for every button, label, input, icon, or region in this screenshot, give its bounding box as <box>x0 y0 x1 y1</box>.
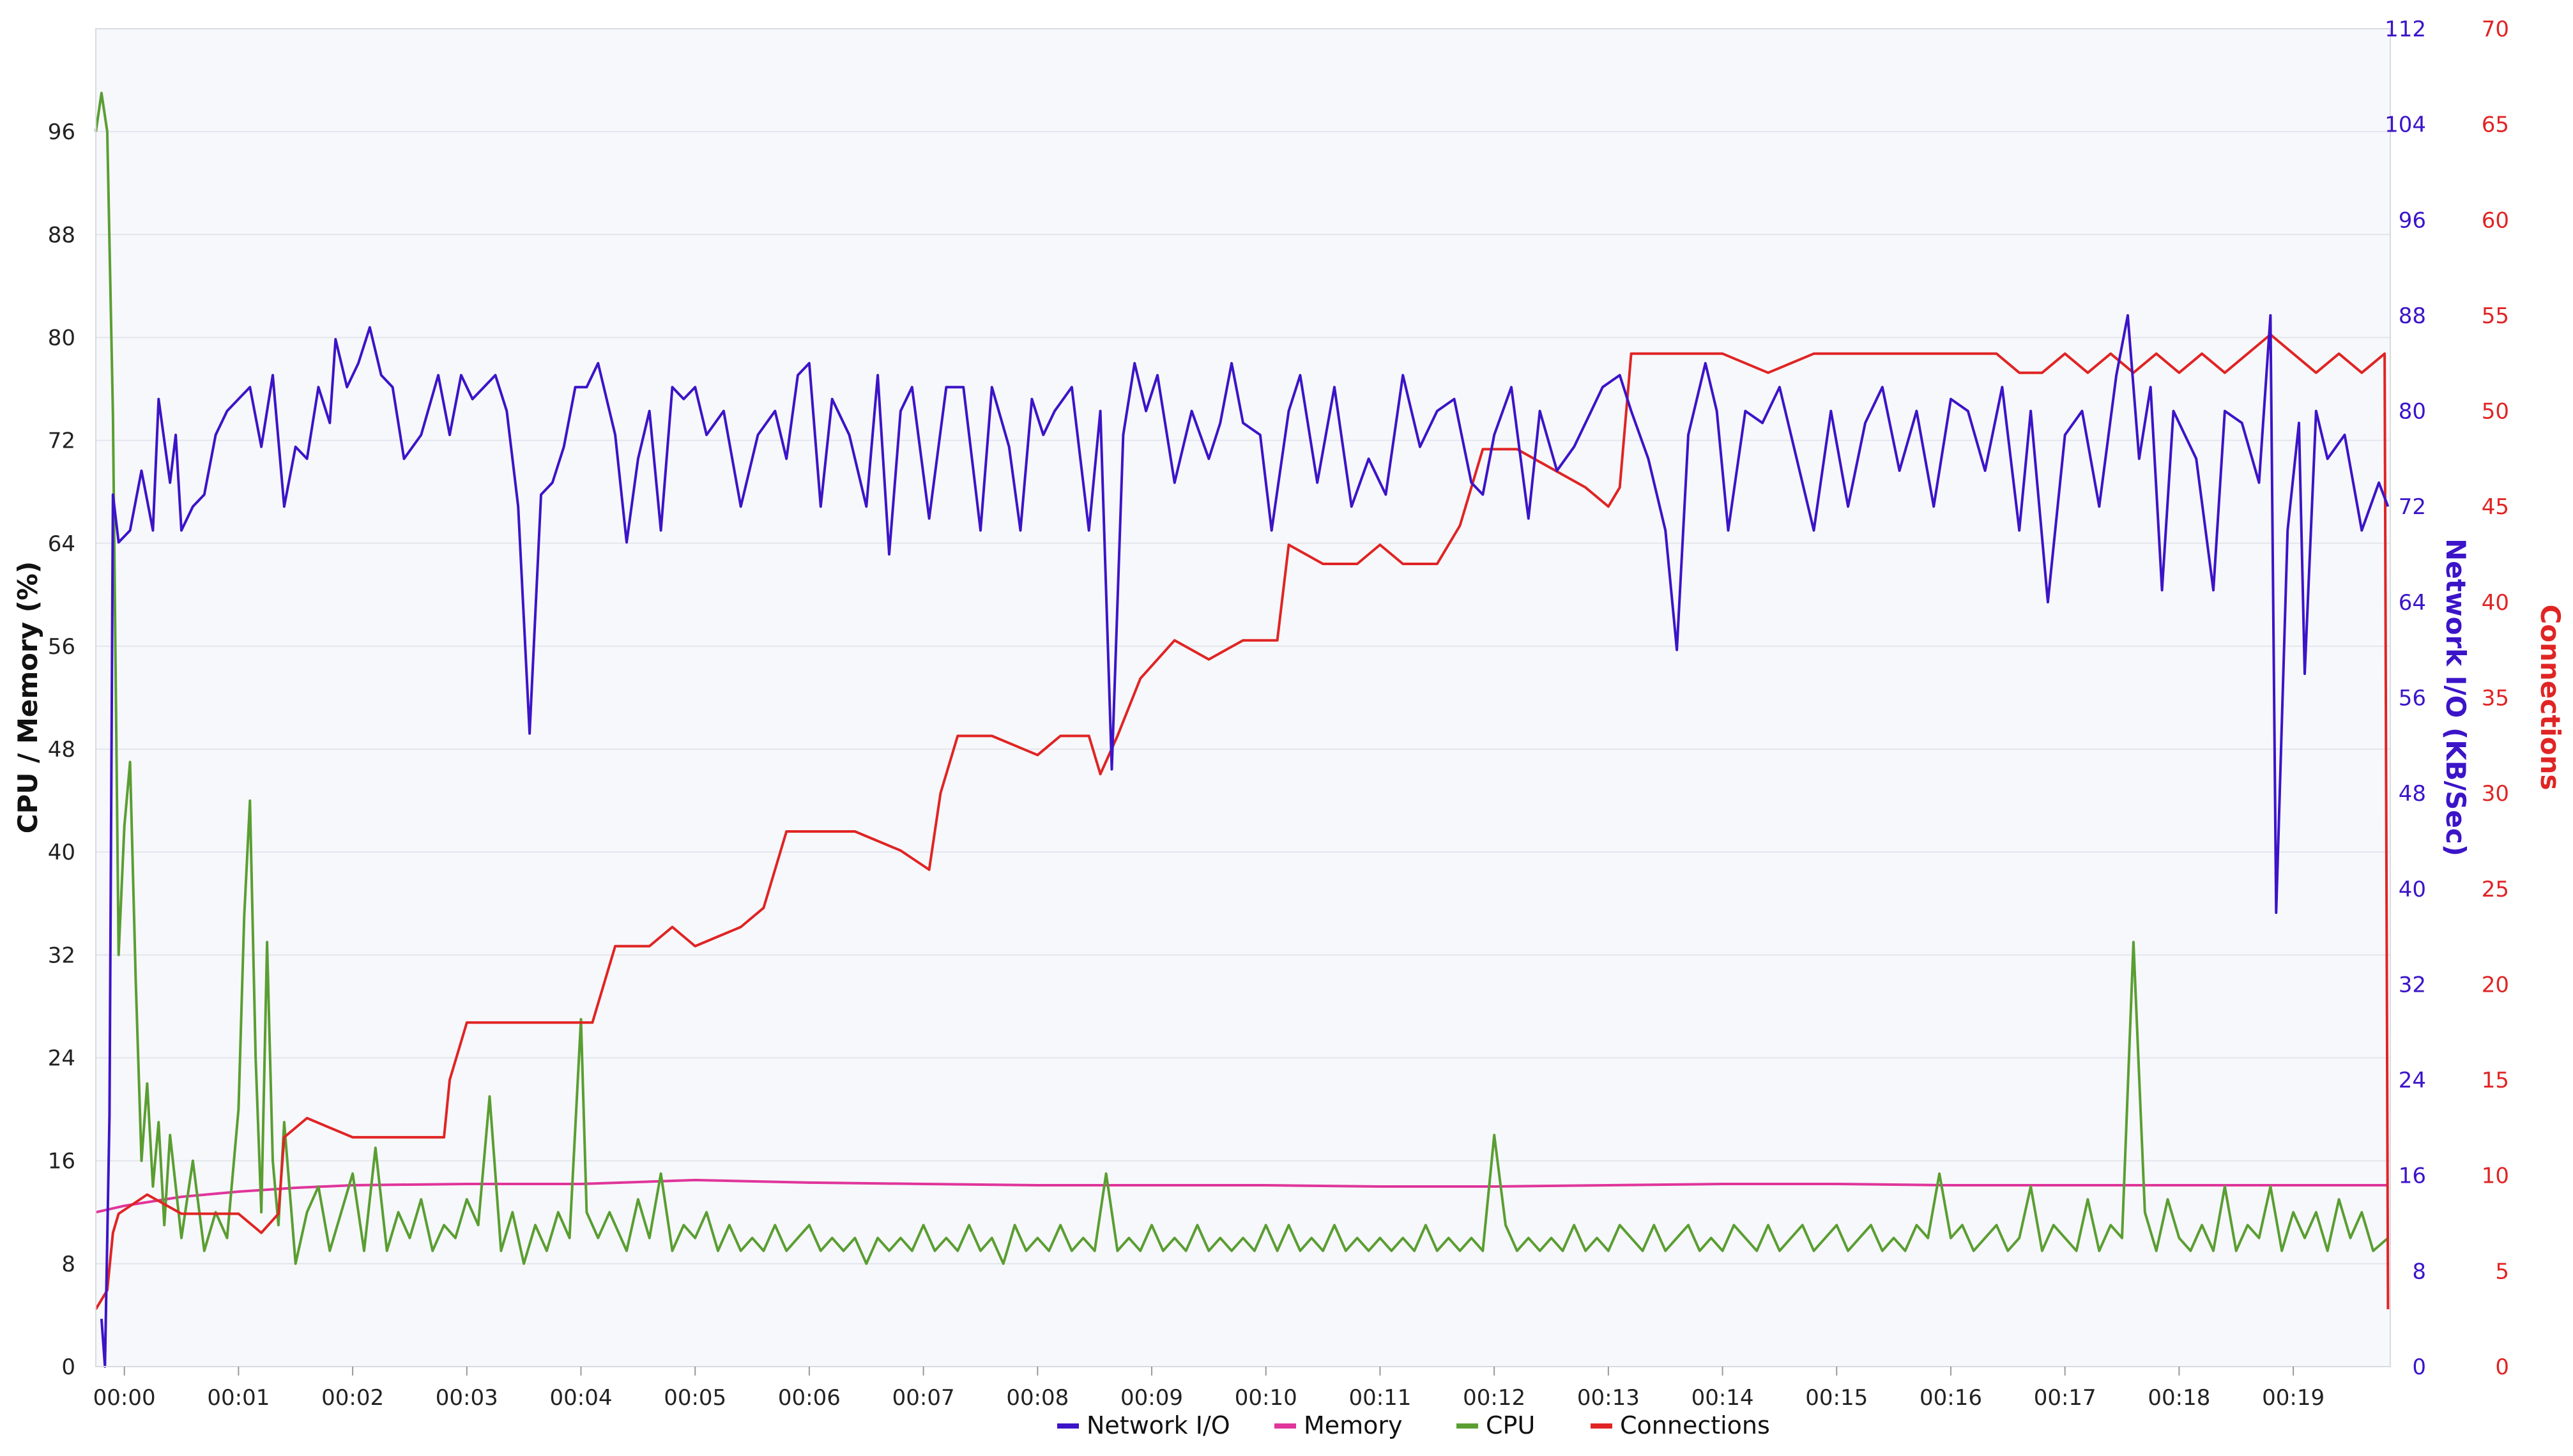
network-tick-label: 8 <box>2412 1259 2426 1284</box>
connections-tick-label: 0 <box>2495 1354 2509 1380</box>
plot-frame <box>95 28 2391 1367</box>
x-tick-label: 00:00 <box>93 1385 156 1411</box>
legend-label[interactable]: Memory <box>1304 1411 1403 1439</box>
x-tick-label: 00:17 <box>2034 1385 2096 1411</box>
left-axis-title: CPU / Memory (%) <box>12 561 43 833</box>
connections-tick-label: 65 <box>2482 112 2509 138</box>
network-tick-label: 112 <box>2385 17 2426 42</box>
left-tick-label: 8 <box>61 1252 75 1277</box>
left-tick-label: 88 <box>48 222 75 248</box>
x-tick-label: 00:13 <box>1577 1385 1640 1411</box>
left-tick-label: 56 <box>48 634 75 660</box>
left-tick-label: 32 <box>48 943 75 968</box>
x-axis-ticks: 00:00 00:01 00:02 00:03 00:04 00:05 00:06 00:07… <box>93 1367 2325 1411</box>
network-tick-label: 88 <box>2399 303 2426 329</box>
series-cpu <box>95 91 2389 1265</box>
left-tick-label: 16 <box>48 1149 75 1174</box>
network-tick-label: 96 <box>2399 208 2426 233</box>
x-tick-label: 00:18 <box>2148 1385 2210 1411</box>
connections-tick-label: 30 <box>2482 781 2509 807</box>
connections-tick-label: 10 <box>2482 1164 2509 1189</box>
network-axis-ticks: 0 8 16 24 32 40 48 56 64 72 80 88 96 104 112 <box>2385 17 2426 1380</box>
x-tick-label: 00:14 <box>1691 1385 1754 1411</box>
legend-label[interactable]: CPU <box>1486 1411 1535 1439</box>
connections-axis-ticks: 0 5 10 15 20 25 30 35 40 45 50 55 60 65 70 <box>2482 17 2509 1380</box>
x-tick-label: 00:06 <box>778 1385 841 1411</box>
left-tick-label: 40 <box>48 840 75 865</box>
connections-tick-label: 55 <box>2482 303 2509 329</box>
x-tick-label: 00:07 <box>892 1385 955 1411</box>
connections-tick-label: 15 <box>2482 1068 2509 1093</box>
connections-tick-label: 35 <box>2482 686 2509 711</box>
connections-axis-title: Connections <box>2535 604 2566 790</box>
legend-label[interactable]: Network I/O <box>1087 1411 1230 1439</box>
x-tick-label: 00:11 <box>1348 1385 1411 1411</box>
x-tick-label: 00:02 <box>321 1385 384 1411</box>
series-memory <box>95 1178 2388 1214</box>
legend: Network I/O Memory CPU Connections <box>1057 1411 1770 1439</box>
network-tick-label: 40 <box>2399 877 2426 902</box>
left-axis-ticks: 0 8 16 24 32 40 48 56 64 72 80 88 96 <box>48 119 75 1380</box>
left-tick-label: 0 <box>61 1354 75 1380</box>
x-tick-label: 00:01 <box>207 1385 270 1411</box>
x-tick-label: 00:16 <box>1920 1385 1982 1411</box>
left-tick-label: 96 <box>48 119 75 145</box>
network-tick-label: 48 <box>2399 781 2426 807</box>
left-tick-label: 24 <box>48 1046 75 1072</box>
series-connections <box>95 333 2390 1310</box>
legend-label[interactable]: Connections <box>1620 1411 1770 1439</box>
x-tick-label: 00:05 <box>664 1385 726 1411</box>
left-tick-label: 64 <box>48 531 75 557</box>
plot-background <box>96 29 2390 1367</box>
left-tick-label: 72 <box>48 428 75 454</box>
x-tick-label: 00:03 <box>436 1385 498 1411</box>
connections-tick-label: 5 <box>2495 1259 2509 1284</box>
connections-tick-label: 50 <box>2482 399 2509 425</box>
network-tick-label: 80 <box>2399 399 2426 425</box>
connections-tick-label: 45 <box>2482 494 2509 520</box>
left-tick-label: 80 <box>48 325 75 351</box>
connections-tick-label: 40 <box>2482 590 2509 616</box>
network-tick-label: 64 <box>2399 590 2426 616</box>
series-lines <box>95 91 2390 1368</box>
network-tick-label: 32 <box>2399 972 2426 997</box>
x-tick-label: 00:08 <box>1006 1385 1069 1411</box>
connections-tick-label: 25 <box>2482 877 2509 902</box>
network-tick-label: 0 <box>2412 1354 2426 1380</box>
series-network-i-o <box>100 314 2390 1368</box>
network-axis-title: Network I/O (KB/Sec) <box>2440 538 2471 856</box>
x-tick-label: 00:12 <box>1463 1385 1525 1411</box>
network-tick-label: 104 <box>2385 112 2426 138</box>
network-tick-label: 72 <box>2399 494 2426 520</box>
network-tick-label: 56 <box>2399 686 2426 711</box>
x-tick-label: 00:19 <box>2262 1385 2325 1411</box>
connections-tick-label: 60 <box>2482 208 2509 233</box>
connections-tick-label: 20 <box>2482 972 2509 997</box>
network-tick-label: 24 <box>2399 1068 2426 1093</box>
left-tick-label: 48 <box>48 737 75 762</box>
x-tick-label: 00:04 <box>550 1385 613 1411</box>
x-tick-label: 00:10 <box>1235 1385 1297 1411</box>
connections-tick-label: 70 <box>2482 17 2509 42</box>
x-tick-label: 00:09 <box>1120 1385 1183 1411</box>
network-tick-label: 16 <box>2399 1164 2426 1189</box>
x-tick-label: 00:15 <box>1805 1385 1868 1411</box>
